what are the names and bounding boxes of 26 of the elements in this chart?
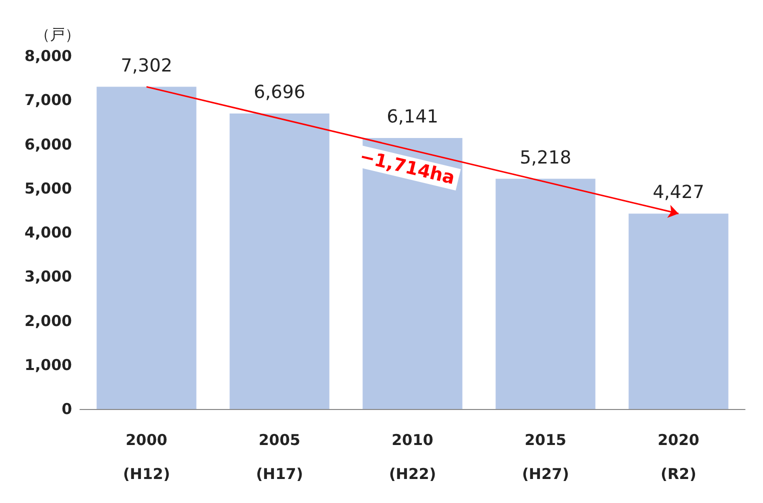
data-label: 5,218 [520,147,572,168]
y-tick-label: 7,000 [24,91,72,110]
bar [496,178,596,409]
x-tick-label: 2015 (H27) [522,431,570,483]
y-tick-label: 5,000 [24,179,72,198]
y-tick-label: 1,000 [24,356,72,374]
bar [230,114,330,409]
data-label: 7,302 [120,55,172,76]
data-label: 4,427 [652,182,704,204]
y-tick-label: 4,000 [24,224,72,242]
y-tick-label: 0 [62,400,72,418]
x-tick-label: 2000 (H12) [122,431,170,483]
x-tick-label: 2005 (H17) [256,431,304,483]
y-tick-label: 2,000 [24,312,72,330]
x-tick-label: 2020 (R2) [658,431,700,483]
x-tick-label: 2010 (H22) [388,431,436,483]
y-tick-label: 6,000 [24,135,72,154]
annotation: −1,714ha [358,146,457,190]
data-label: 6,696 [254,82,306,104]
bar [628,214,728,409]
y-axis-title: （戸） [35,26,80,44]
y-tick-label: 3,000 [24,268,72,286]
y-tick-label: 8,000 [24,47,72,65]
bar [96,86,196,409]
bar [362,138,462,409]
data-label: 6,141 [386,106,438,128]
